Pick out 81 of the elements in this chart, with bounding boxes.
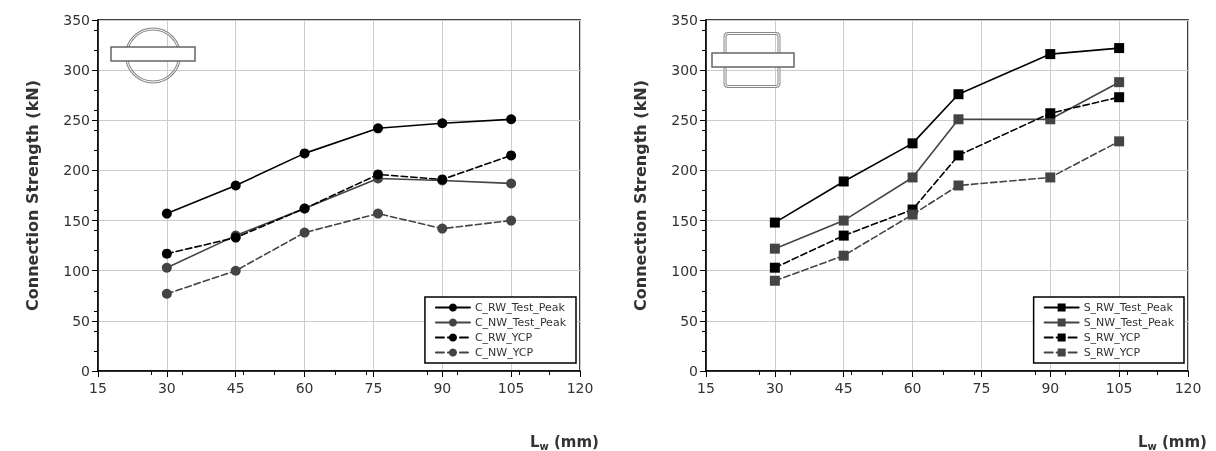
y-tick-label: 250: [63, 112, 90, 129]
y-tick-label: 100: [671, 262, 698, 279]
point: [373, 169, 384, 180]
point: [506, 114, 517, 125]
legend-label: S_RW_Test_Peak: [1083, 301, 1174, 314]
point: [1114, 77, 1125, 88]
y-axis-title: Connection Strength (kN): [22, 80, 42, 311]
point: [953, 150, 964, 161]
y-tick-label: 150: [63, 212, 90, 229]
point: [769, 243, 780, 254]
y-tick-label: 350: [63, 12, 90, 28]
x-tick-label: 90: [1041, 380, 1060, 396]
point: [1045, 108, 1056, 119]
x-tick-label: 30: [765, 380, 784, 396]
point: [373, 208, 384, 219]
x-tick-label: 90: [433, 380, 452, 396]
x-tick-label: 45: [226, 380, 245, 396]
y-tick-label: 350: [671, 12, 698, 28]
point: [299, 148, 310, 159]
x-tick-label: 45: [834, 380, 853, 396]
point: [907, 138, 918, 149]
point: [230, 265, 241, 276]
x-tick-label: 105: [1105, 380, 1133, 396]
point: [1045, 49, 1056, 60]
point: [299, 227, 310, 238]
y-tick-label: 150: [671, 212, 698, 229]
x-tick-label: 120: [566, 380, 594, 396]
x-tick-label: 75: [972, 380, 991, 396]
point: [373, 123, 384, 134]
legend-label: S_NW_Test_Peak: [1083, 316, 1175, 329]
legend-label: S_RW_YCP: [1083, 346, 1141, 359]
point: [161, 262, 172, 273]
x-tick-label: 75: [364, 380, 383, 396]
y-tick-label: 300: [671, 62, 698, 79]
point: [1114, 92, 1125, 103]
legend-label: C_RW_YCP: [474, 331, 533, 344]
point: [1114, 43, 1125, 54]
legend-label: C_NW_YCP: [474, 346, 534, 359]
x-tick-label: 30: [157, 380, 176, 396]
point: [769, 262, 780, 273]
point: [1114, 136, 1125, 147]
legend-label: S_RW_YCP: [1083, 331, 1141, 344]
x-tick-label: 15: [89, 380, 107, 396]
point: [953, 180, 964, 191]
point: [769, 217, 780, 228]
y-tick-label: 100: [63, 262, 90, 279]
point: [838, 230, 849, 241]
point: [437, 118, 448, 129]
x-tick-label: 120: [1174, 380, 1202, 396]
x-tick-label: 15: [697, 380, 715, 396]
point: [838, 215, 849, 226]
point: [953, 89, 964, 100]
y-tick-label: 0: [689, 363, 698, 379]
point: [953, 114, 964, 125]
legend-label: C_RW_Test_Peak: [474, 301, 566, 314]
point: [161, 248, 172, 259]
y-tick-label: 0: [81, 363, 90, 379]
point: [506, 215, 517, 226]
point: [161, 208, 172, 219]
point: [1045, 172, 1056, 183]
point: [506, 150, 517, 161]
point: [907, 209, 918, 220]
point: [161, 288, 172, 299]
point: [769, 275, 780, 286]
y-tick-label: 50: [72, 312, 90, 329]
y-tick-label: 200: [671, 162, 698, 179]
y-tick-label: 250: [671, 112, 698, 129]
y-axis-title: Connection Strength (kN): [630, 80, 650, 311]
point: [230, 180, 241, 191]
x-tick-label: 60: [903, 380, 922, 396]
x-tick-label: 105: [497, 380, 525, 396]
point: [437, 223, 448, 234]
point: [506, 178, 517, 189]
y-tick-label: 200: [63, 162, 90, 179]
legend-label: C_NW_Test_Peak: [474, 316, 567, 329]
point: [907, 172, 918, 183]
x-tick-label: 60: [295, 380, 314, 396]
y-tick-label: 300: [63, 62, 90, 79]
point: [838, 250, 849, 261]
y-tick-label: 50: [680, 312, 698, 329]
point: [838, 176, 849, 187]
